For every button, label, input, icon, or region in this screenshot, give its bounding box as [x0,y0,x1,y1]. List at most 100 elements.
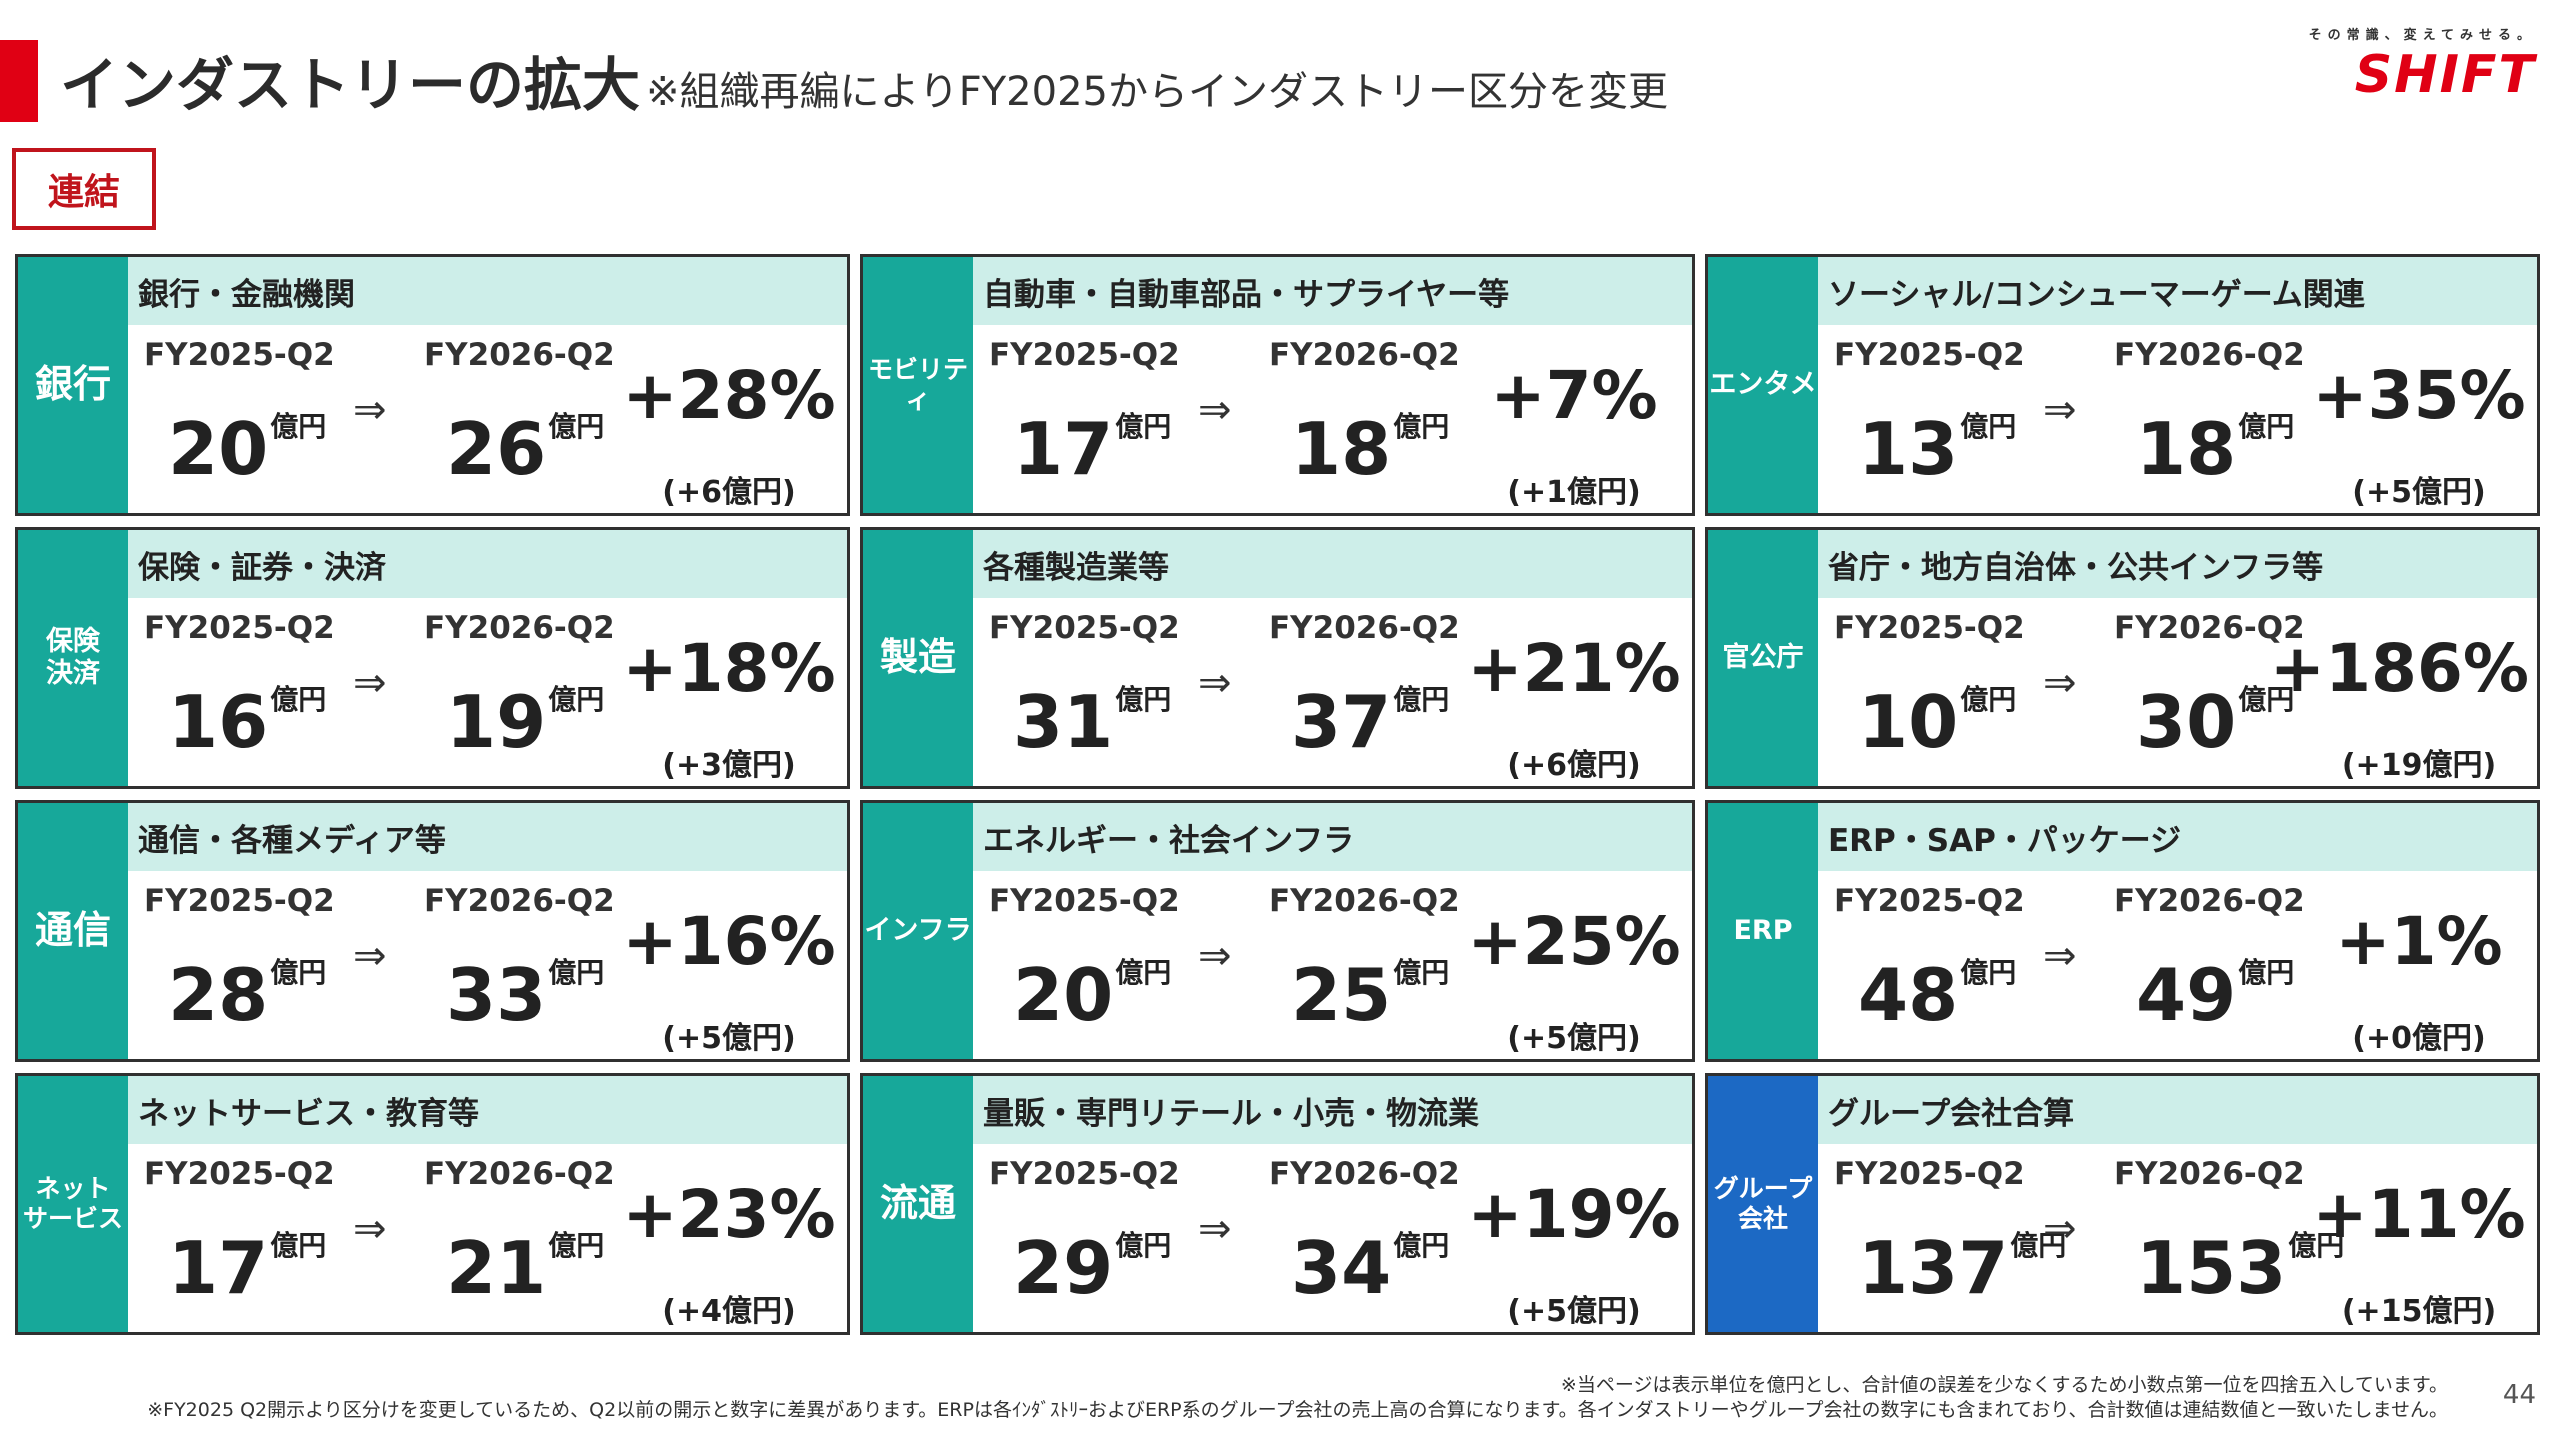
value-from-number: 29 [1013,1226,1114,1310]
unit-label: 億円 [270,956,327,989]
arrow-icon: ⇒ [1198,1206,1232,1252]
footnote-segments: ※FY2025 Q2開示より区分けを変更しているため、Q2以前の開示と数字に差異… [147,1399,2448,1421]
page-title: インダストリーの拡大 ※組織再編によりFY2025からインダストリー区分を変更 [60,38,1668,122]
arrow-icon: ⇒ [353,933,387,979]
growth-delta: (+5億円) [1507,1021,1641,1056]
value-from-number: 17 [168,1226,269,1310]
industry-label: モビリティ [863,257,973,513]
unit-label: 億円 [1115,956,1172,989]
unit-label: 億円 [548,410,605,443]
consolidated-badge: 連結 [12,148,156,230]
arrow-icon: ⇒ [1198,933,1232,979]
industry-label: 製造 [863,530,973,786]
growth-delta: (+3億円) [662,748,796,783]
growth-percent: +16% [622,903,836,980]
value-to-number: 18 [2136,407,2237,491]
period-to-label: FY2026-Q2 [2114,883,2305,919]
period-from-label: FY2025-Q2 [1834,1156,2025,1192]
value-from: 17億円 [1013,405,1171,491]
value-to: 25億円 [1291,951,1449,1037]
value-to-number: 37 [1291,680,1392,764]
value-to-number: 30 [2136,680,2237,764]
industry-grid: 銀行 銀行・金融機関 FY2025-Q2 FY2026-Q2 20億円 ⇒ 26億円 +28%… [15,254,2550,1340]
industry-card: モビリティ 自動車・自動車部品・サプライヤー等 FY2025-Q2 FY2026-Q2… [860,254,1695,516]
growth-percent: +1% [2335,903,2503,980]
industry-card: 流通 量販・専門リテール・小売・物流業 FY2025-Q2 FY2026-Q2 29億円… [860,1073,1695,1335]
industry-description: 各種製造業等 [973,530,1692,598]
industry-card: エンタメ ソーシャル/コンシューマーゲーム関連 FY2025-Q2 FY2026-Q2… [1705,254,2540,516]
period-to-label: FY2026-Q2 [1269,1156,1460,1192]
period-to-label: FY2026-Q2 [2114,337,2305,373]
value-to-number: 33 [446,953,547,1037]
arrow-icon: ⇒ [1198,387,1232,433]
industry-label: 官公庁 [1708,530,1818,786]
page-number: 44 [2502,1380,2536,1410]
value-to: 34億円 [1291,1224,1449,1310]
value-to: 18億円 [2136,405,2294,491]
industry-card: インフラ エネルギー・社会インフラ FY2025-Q2 FY2026-Q2 20億円 ⇒ 2… [860,800,1695,1062]
unit-label: 億円 [270,683,327,716]
growth-percent: +23% [622,1176,836,1253]
value-from-number: 10 [1858,680,1959,764]
value-to: 30億円 [2136,678,2294,764]
industry-description: ERP・SAP・パッケージ [1818,803,2537,871]
unit-label: 億円 [1960,410,2017,443]
growth-delta: (+4億円) [662,1294,796,1329]
growth-percent: +186% [2269,630,2529,707]
unit-label: 億円 [548,1229,605,1262]
logo-wordmark: SHIFT [2354,45,2536,105]
value-to-number: 34 [1291,1226,1392,1310]
value-to: 21億円 [446,1224,604,1310]
growth-delta: (+19億円) [2341,748,2497,783]
value-from: 10億円 [1858,678,2016,764]
unit-label: 億円 [2288,1229,2345,1262]
unit-label: 億円 [1115,1229,1172,1262]
value-from: 28億円 [168,951,326,1037]
period-from-label: FY2025-Q2 [989,883,1180,919]
industry-card: 官公庁 省庁・地方自治体・公共インフラ等 FY2025-Q2 FY2026-Q2 10億… [1705,527,2540,789]
unit-label: 億円 [1115,410,1172,443]
value-to: 26億円 [446,405,604,491]
value-to-number: 19 [446,680,547,764]
value-from: 13億円 [1858,405,2016,491]
value-from-number: 48 [1858,953,1959,1037]
industry-card: ERP ERP・SAP・パッケージ FY2025-Q2 FY2026-Q2 48億円 ⇒ 4… [1705,800,2540,1062]
arrow-icon: ⇒ [353,660,387,706]
industry-label: 流通 [863,1076,973,1332]
period-from-label: FY2025-Q2 [1834,883,2025,919]
arrow-icon: ⇒ [1198,660,1232,706]
industry-description: 銀行・金融機関 [128,257,847,325]
industry-card: 通信 通信・各種メディア等 FY2025-Q2 FY2026-Q2 28億円 ⇒ 33億円 +… [15,800,850,1062]
unit-label: 億円 [1960,956,2017,989]
period-to-label: FY2026-Q2 [1269,610,1460,646]
period-from-label: FY2025-Q2 [989,337,1180,373]
value-to: 33億円 [446,951,604,1037]
industry-card: 保険 決済 保険・証券・決済 FY2025-Q2 FY2026-Q2 16億円 ⇒ 19億円… [15,527,850,789]
page-title-main: インダストリーの拡大 [60,51,641,119]
industry-description: 通信・各種メディア等 [128,803,847,871]
unit-label: 億円 [1393,683,1450,716]
unit-label: 億円 [1393,410,1450,443]
industry-description: 保険・証券・決済 [128,530,847,598]
period-from-label: FY2025-Q2 [144,610,335,646]
growth-delta: (+5億円) [662,1021,796,1056]
shift-logo: その常識、変えてみせる。 SHIFT [2296,24,2536,105]
value-to-number: 49 [2136,953,2237,1037]
unit-label: 億円 [548,956,605,989]
industry-card: 製造 各種製造業等 FY2025-Q2 FY2026-Q2 31億円 ⇒ 37億円 +21%(… [860,527,1695,789]
value-to-number: 21 [446,1226,547,1310]
period-from-label: FY2025-Q2 [989,1156,1180,1192]
unit-label: 億円 [2010,1229,2067,1262]
value-from: 20億円 [1013,951,1171,1037]
growth-delta: (+6億円) [1507,748,1641,783]
logo-tagline: その常識、変えてみせる。 [2308,28,2536,43]
growth-percent: +28% [622,357,836,434]
industry-card: 銀行 銀行・金融機関 FY2025-Q2 FY2026-Q2 20億円 ⇒ 26億円 +28%… [15,254,850,516]
industry-card: ネット サービス ネットサービス・教育等 FY2025-Q2 FY2026-Q2 17億… [15,1073,850,1335]
value-from-number: 13 [1858,407,1959,491]
value-to: 37億円 [1291,678,1449,764]
value-from-number: 20 [168,407,269,491]
growth-percent: +7% [1490,357,1658,434]
industry-description: グループ会社合算 [1818,1076,2537,1144]
unit-label: 億円 [2238,956,2295,989]
